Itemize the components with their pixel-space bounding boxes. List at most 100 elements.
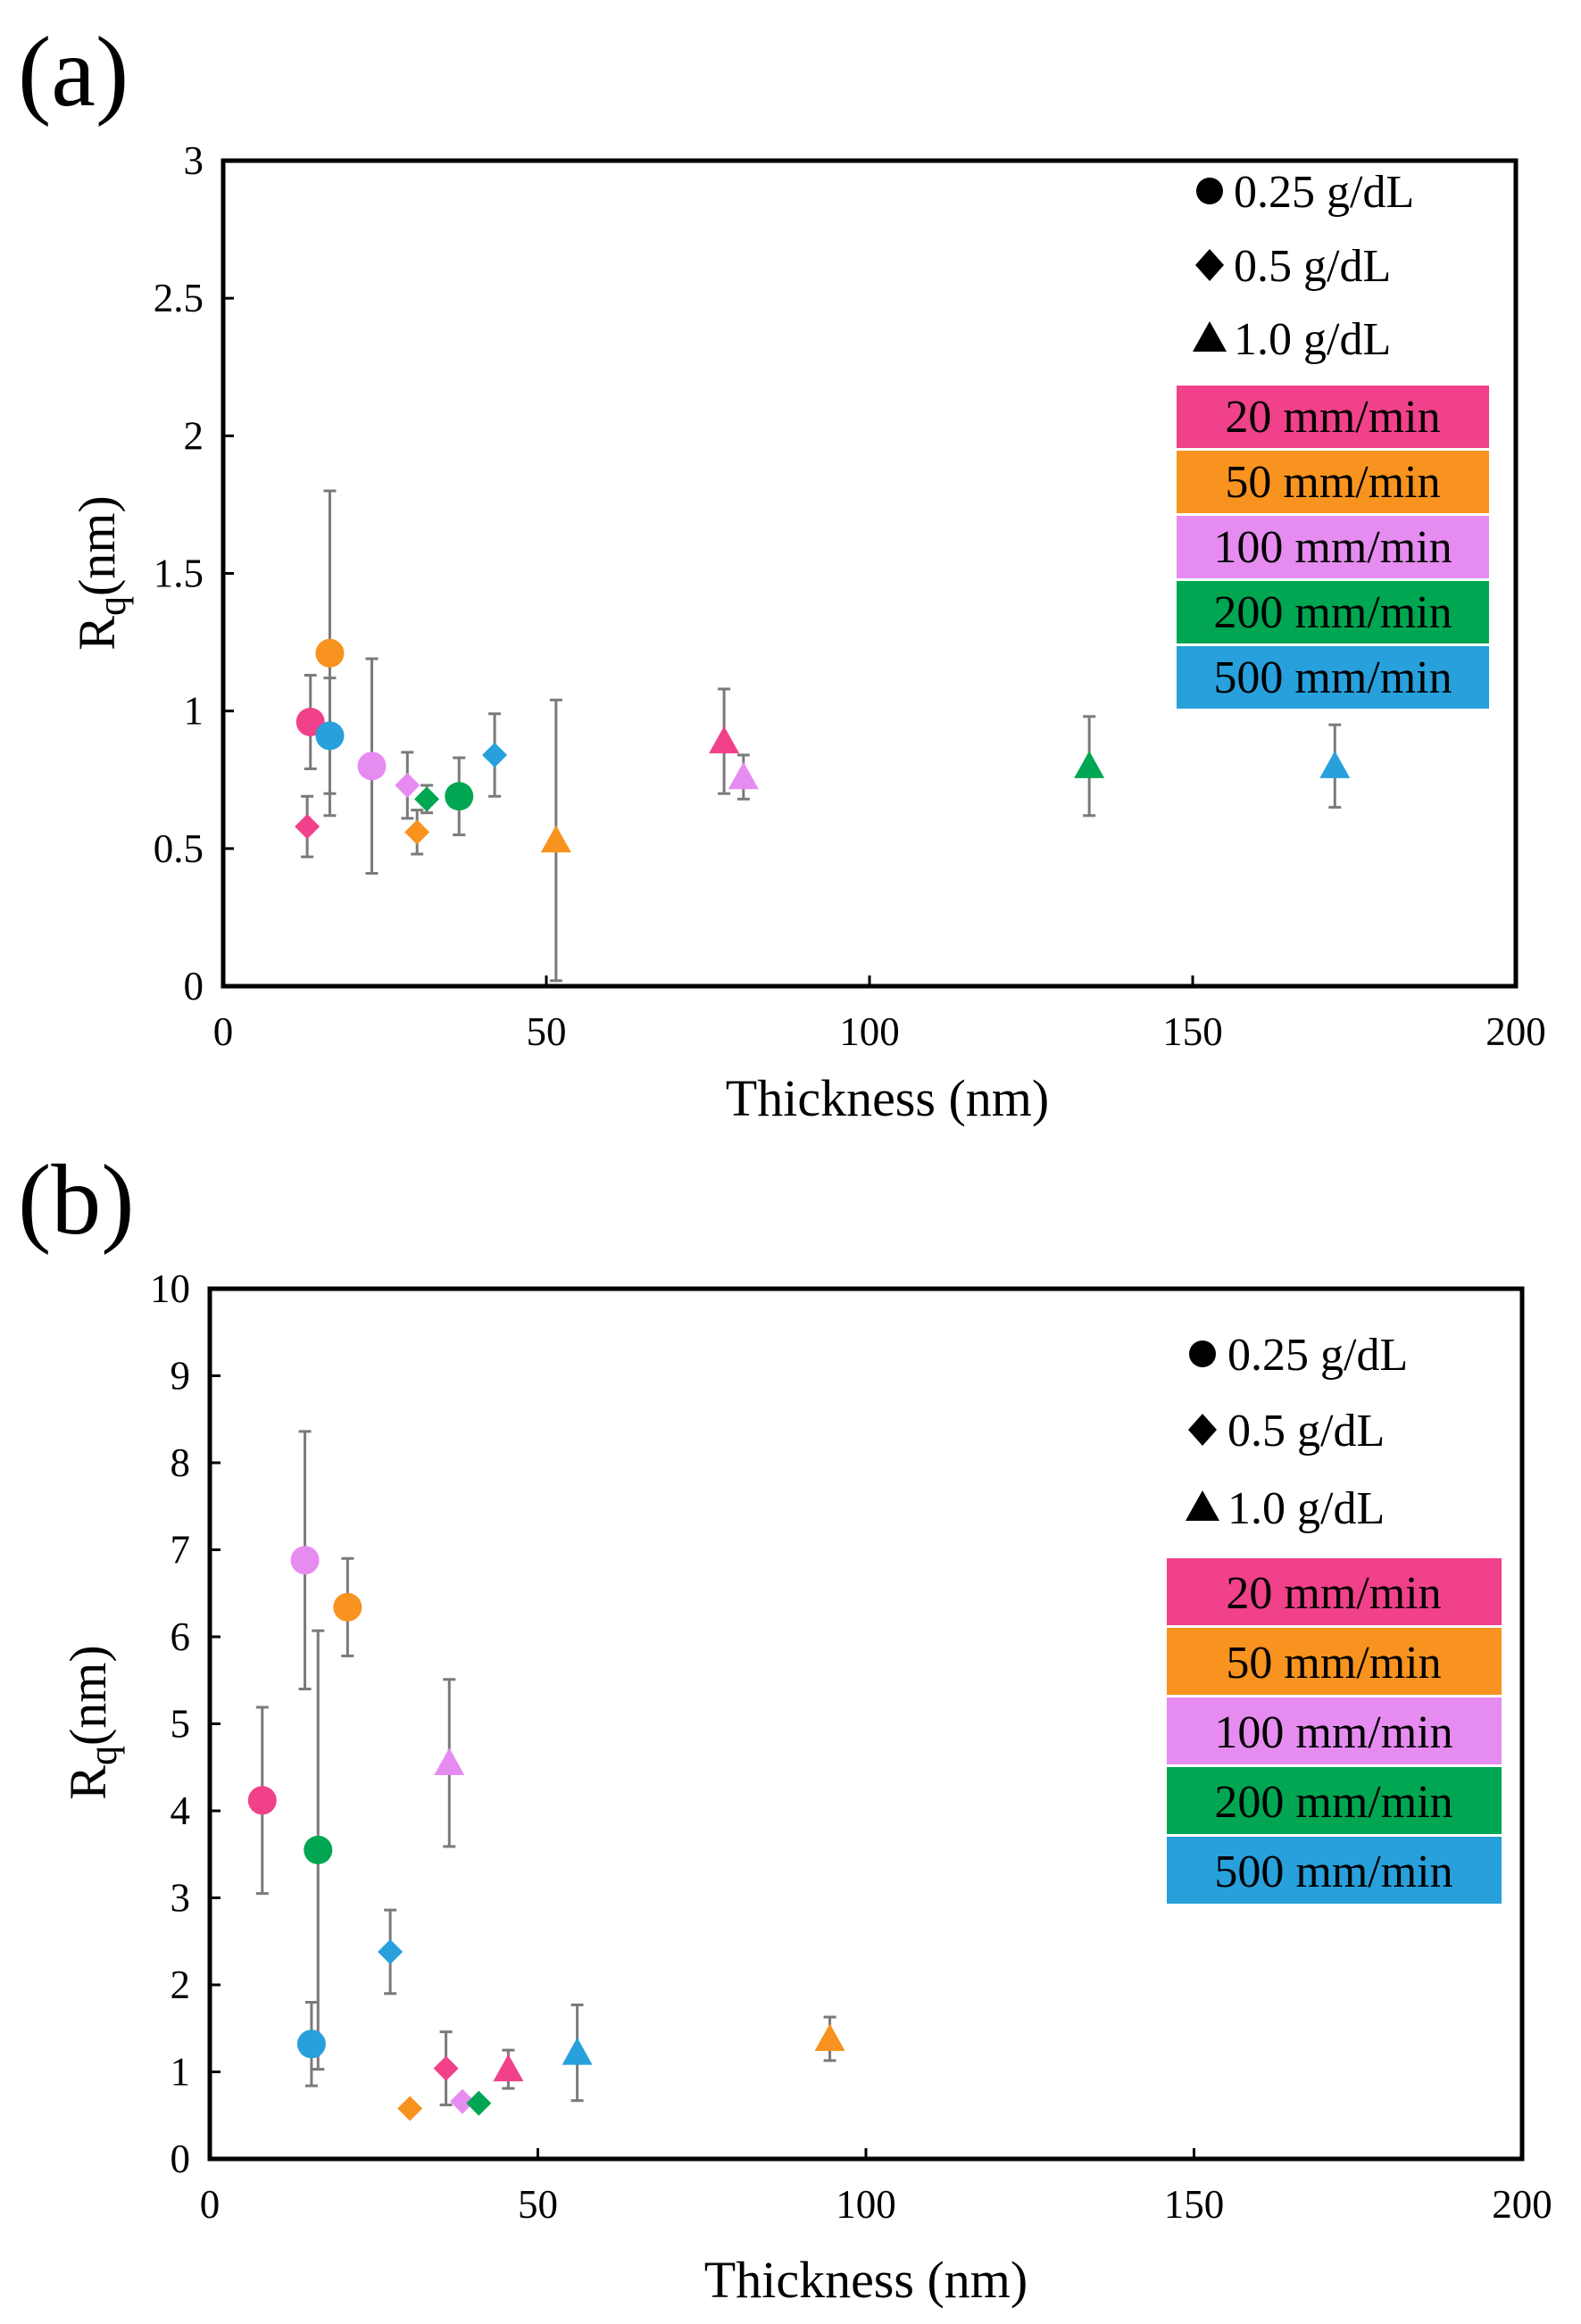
data-point-b-1 [290, 1430, 320, 1690]
y-tick-label-a-3: 1.5 [154, 552, 204, 596]
x-tick-label-b-0: 0 [200, 2182, 221, 2227]
y-tick-label-a-6: 3 [184, 138, 204, 183]
panel-label-a: (a) [18, 17, 129, 128]
x-axis-title-b: Thickness (nm) [704, 2251, 1028, 2309]
data-point-a-8 [414, 784, 440, 815]
data-point-b-0 [247, 1706, 277, 1896]
y-axis-ticks-a: 0 0.5 1 1.5 2 2.5 3 [154, 138, 234, 1008]
legend-speed-20-b: 20 mm/min [1226, 1568, 1441, 1619]
data-point-b-8 [449, 2088, 475, 2114]
circle-marker-b-2 [304, 1835, 333, 1864]
data-point-a-7 [404, 809, 430, 856]
x-tick-label-b-3: 150 [1164, 2182, 1225, 2227]
circle-marker-a-4 [445, 782, 474, 811]
data-point-a-13 [1074, 715, 1105, 818]
y-tick-label-b-0: 0 [171, 2137, 191, 2181]
y-axis-title-sub-a: q [90, 596, 134, 616]
diamond-marker-a-8 [414, 786, 440, 812]
color-legend-b: 20 mm/min 50 mm/min 100 mm/min 200 mm/mi… [1167, 1558, 1502, 1904]
data-point-b-6 [397, 2096, 423, 2121]
data-point-a-10 [540, 698, 571, 983]
y-tick-label-b-7: 7 [171, 1528, 191, 1573]
triangle-marker-a-14 [1319, 751, 1351, 778]
circle-marker-b-3 [296, 2029, 326, 2059]
y-axis-title-b: Rq(nm) [59, 1645, 125, 1799]
data-points-a [295, 489, 1351, 983]
triangle-marker-a-12 [728, 761, 759, 790]
legend-label-circle-a: 0.25 g/dL [1234, 167, 1414, 218]
triangle-marker-b-12 [562, 2038, 593, 2065]
legend-diamond-icon-a [1195, 249, 1224, 281]
data-point-b-5 [378, 1908, 404, 1996]
legend-swatch-20-b [1167, 1558, 1502, 1625]
x-tick-label-a-2: 100 [839, 1009, 900, 1054]
diamond-marker-a-5 [295, 814, 320, 840]
legend-swatch-200-a [1177, 581, 1489, 643]
diamond-marker-b-9 [466, 2090, 492, 2116]
circle-marker-b-4 [333, 1592, 362, 1622]
circle-marker-a-1 [315, 638, 345, 668]
diamond-marker-a-7 [404, 819, 430, 845]
data-point-b-2 [304, 1629, 333, 2071]
x-tick-label-a-4: 200 [1485, 1009, 1546, 1054]
panel-a: (a) 0 0.5 1 1.5 2 2.5 3 0 50 100 150 200 Thickness… [18, 17, 1546, 1127]
legend-speed-20-a: 20 mm/min [1225, 392, 1440, 443]
triangle-marker-a-13 [1074, 751, 1105, 778]
legend-swatch-100-a [1177, 516, 1489, 578]
y-tick-label-b-8: 8 [171, 1440, 191, 1485]
data-point-a-5 [295, 794, 320, 859]
y-axis-title-a: Rq(nm) [68, 495, 134, 650]
x-tick-label-b-4: 200 [1492, 2182, 1552, 2227]
y-tick-label-b-1: 1 [171, 2050, 191, 2095]
data-point-a-3 [357, 657, 387, 876]
y-axis-title-main-a: R [68, 616, 126, 651]
diamond-marker-a-6 [395, 772, 420, 798]
triangle-marker-b-11 [493, 2054, 524, 2082]
legend-speed-500-b: 500 mm/min [1214, 1847, 1452, 1897]
data-point-b-13 [814, 2015, 845, 2063]
triangle-marker-b-10 [434, 1747, 465, 1775]
x-tick-label-a-1: 50 [527, 1009, 567, 1054]
legend-speed-50-a: 50 mm/min [1225, 457, 1440, 508]
legend-diamond-icon-b [1188, 1414, 1217, 1446]
circle-marker-a-2 [315, 721, 345, 751]
triangle-marker-b-13 [814, 2023, 845, 2052]
data-point-a-9 [482, 712, 508, 798]
legend-speed-100-a: 100 mm/min [1213, 522, 1452, 573]
circle-marker-b-0 [247, 1786, 277, 1815]
y-tick-label-b-9: 9 [171, 1354, 191, 1399]
diamond-marker-a-9 [482, 743, 508, 768]
y-tick-label-b-6: 6 [171, 1614, 191, 1659]
legend-swatch-20-a [1177, 386, 1489, 448]
diamond-marker-b-8 [449, 2088, 475, 2114]
y-axis-title-unit-a: (nm) [68, 495, 126, 596]
circle-marker-b-1 [290, 1546, 320, 1575]
y-tick-label-b-4: 4 [171, 1789, 191, 1833]
diamond-marker-b-7 [433, 2055, 459, 2081]
y-tick-label-a-1: 0.5 [154, 826, 204, 871]
legend-triangle-icon-b [1186, 1490, 1219, 1521]
triangle-marker-a-11 [709, 726, 740, 754]
data-point-a-4 [445, 756, 474, 836]
y-axis-title-unit-b: (nm) [59, 1645, 117, 1746]
y-tick-label-a-4: 2 [184, 413, 204, 458]
x-tick-label-b-2: 100 [836, 2182, 896, 2227]
y-tick-label-a-2: 1 [184, 689, 204, 734]
data-point-b-11 [493, 2048, 524, 2090]
data-point-b-9 [466, 2090, 492, 2116]
panel-label-b: (b) [18, 1145, 135, 1256]
data-points-b [247, 1430, 845, 2121]
x-tick-label-a-0: 0 [213, 1009, 234, 1054]
legend-swatch-100-b [1167, 1697, 1502, 1764]
panel-b: (b) 0 1 2 3 4 5 6 7 8 9 10 0 50 100 150 200 Thickness … [18, 1145, 1552, 2309]
legend-label-triangle-a: 1.0 g/dL [1234, 314, 1391, 365]
data-point-a-12 [728, 753, 759, 801]
legend-label-diamond-b: 0.5 g/dL [1227, 1406, 1385, 1457]
marker-legend-a: 0.25 g/dL 0.5 g/dL 1.0 g/dL [1193, 167, 1414, 365]
y-tick-label-a-5: 2.5 [154, 276, 204, 320]
legend-label-triangle-b: 1.0 g/dL [1227, 1483, 1385, 1534]
legend-speed-50-b: 50 mm/min [1226, 1638, 1441, 1689]
data-point-b-10 [434, 1678, 465, 1848]
legend-circle-icon-b [1189, 1340, 1216, 1367]
